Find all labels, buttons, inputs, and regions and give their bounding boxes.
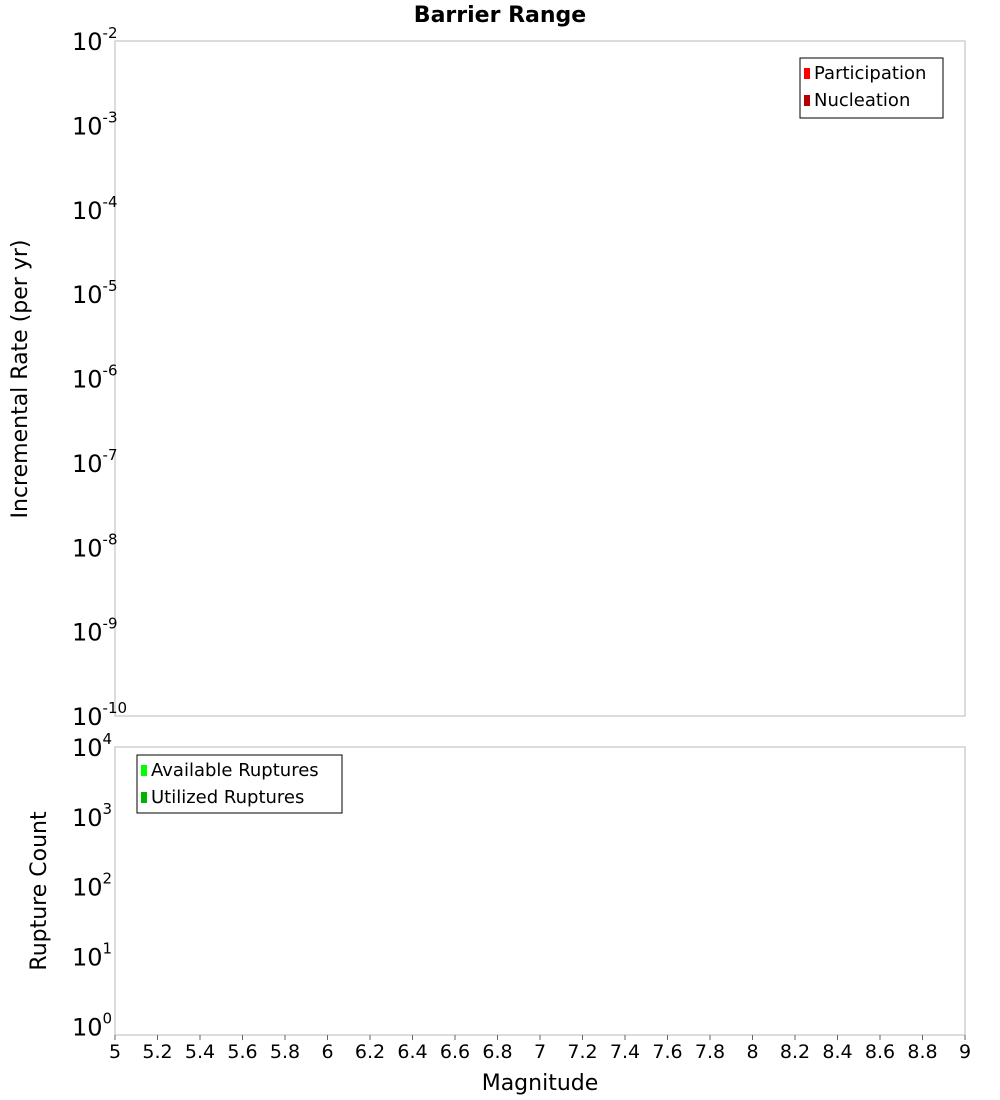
rate-y-tick-label: 10-7 (72, 446, 118, 478)
x-tick-label: 7 (534, 1041, 546, 1063)
rate-y-tick-labels: 10-10 10-9 10-8 10-7 10-6 10-5 10-4 10-3 10-2 (72, 24, 127, 731)
rupture-count-panel: 100 101 102 103 104 Available Ruptures Utilize… (72, 730, 971, 1063)
x-tick-label: 6.6 (440, 1041, 470, 1063)
count-y-tick-label: 104 (72, 730, 112, 762)
rate-y-tick-label: 10-2 (72, 24, 118, 56)
chart-title: Barrier Range (414, 3, 586, 28)
x-tick-label: 8.8 (907, 1041, 937, 1063)
nucleation-legend-label: Nucleation (814, 90, 910, 111)
rate-y-tick-label: 10-9 (72, 615, 118, 647)
count-legend-box (136, 754, 343, 814)
x-tick-label: 8.2 (780, 1041, 810, 1063)
count-y-tick-label: 103 (72, 800, 112, 832)
utilized-ruptures-legend-label: Utilized Ruptures (151, 787, 304, 808)
bottom-y-axis-label: Rupture Count (27, 811, 52, 971)
nucleation-legend-swatch (804, 95, 810, 106)
count-legend: Available Ruptures Utilized Ruptures (136, 754, 343, 814)
rate-y-tick-label: 10-4 (72, 193, 118, 225)
top-y-axis-label: Incremental Rate (per yr) (8, 240, 33, 519)
x-tick-label: 7.6 (652, 1041, 682, 1063)
x-tick-labels: 5 5.2 5.4 5.6 5.8 6 6.2 6.4 6.6 6.8 7 7.2 7.4 7.6 7.8 8… (109, 1035, 971, 1063)
x-tick-label: 8.6 (865, 1041, 895, 1063)
utilized-ruptures-legend-swatch (141, 792, 147, 803)
rate-y-tick-label: 10-6 (72, 362, 118, 394)
x-tick-label: 6.4 (397, 1041, 427, 1063)
participation-legend-label: Participation (814, 63, 926, 84)
x-tick-label: 7.4 (610, 1041, 640, 1063)
count-y-tick-labels: 100 101 102 103 104 (72, 730, 112, 1041)
x-tick-label: 5.2 (142, 1041, 172, 1063)
participation-legend-swatch (804, 68, 810, 79)
x-tick-label: 5.4 (185, 1041, 215, 1063)
rate-panel: 10-10 10-9 10-8 10-7 10-6 10-5 10-4 10-3 10-2 Par… (72, 24, 966, 731)
x-tick-label: 8 (746, 1041, 758, 1063)
x-tick-label: 8.4 (822, 1041, 852, 1063)
x-tick-label: 6.8 (482, 1041, 512, 1063)
rate-legend: Participation Nucleation (799, 57, 944, 119)
available-ruptures-legend-label: Available Ruptures (151, 760, 319, 781)
x-tick-label: 5.8 (270, 1041, 300, 1063)
rate-y-tick-label: 10-3 (72, 108, 118, 140)
available-ruptures-legend-swatch (141, 765, 147, 776)
x-axis-label: Magnitude (482, 1071, 599, 1096)
count-y-tick-label: 102 (72, 870, 112, 902)
count-y-tick-label: 101 (72, 939, 112, 971)
rate-y-tick-label: 10-8 (72, 530, 118, 562)
x-tick-label: 6.2 (355, 1041, 385, 1063)
rate-plot-frame (114, 40, 966, 717)
rate-y-tick-label: 10-10 (72, 699, 127, 731)
x-tick-label: 5.6 (227, 1041, 257, 1063)
x-tick-label: 7.2 (567, 1041, 597, 1063)
rate-y-tick-label: 10-5 (72, 277, 118, 309)
x-tick-label: 5 (109, 1041, 121, 1063)
count-y-tick-label: 100 (72, 1009, 112, 1041)
rate-legend-box (799, 57, 944, 119)
x-tick-label: 6 (321, 1041, 333, 1063)
x-tick-label: 7.8 (695, 1041, 725, 1063)
x-tick-label: 9 (959, 1041, 971, 1063)
